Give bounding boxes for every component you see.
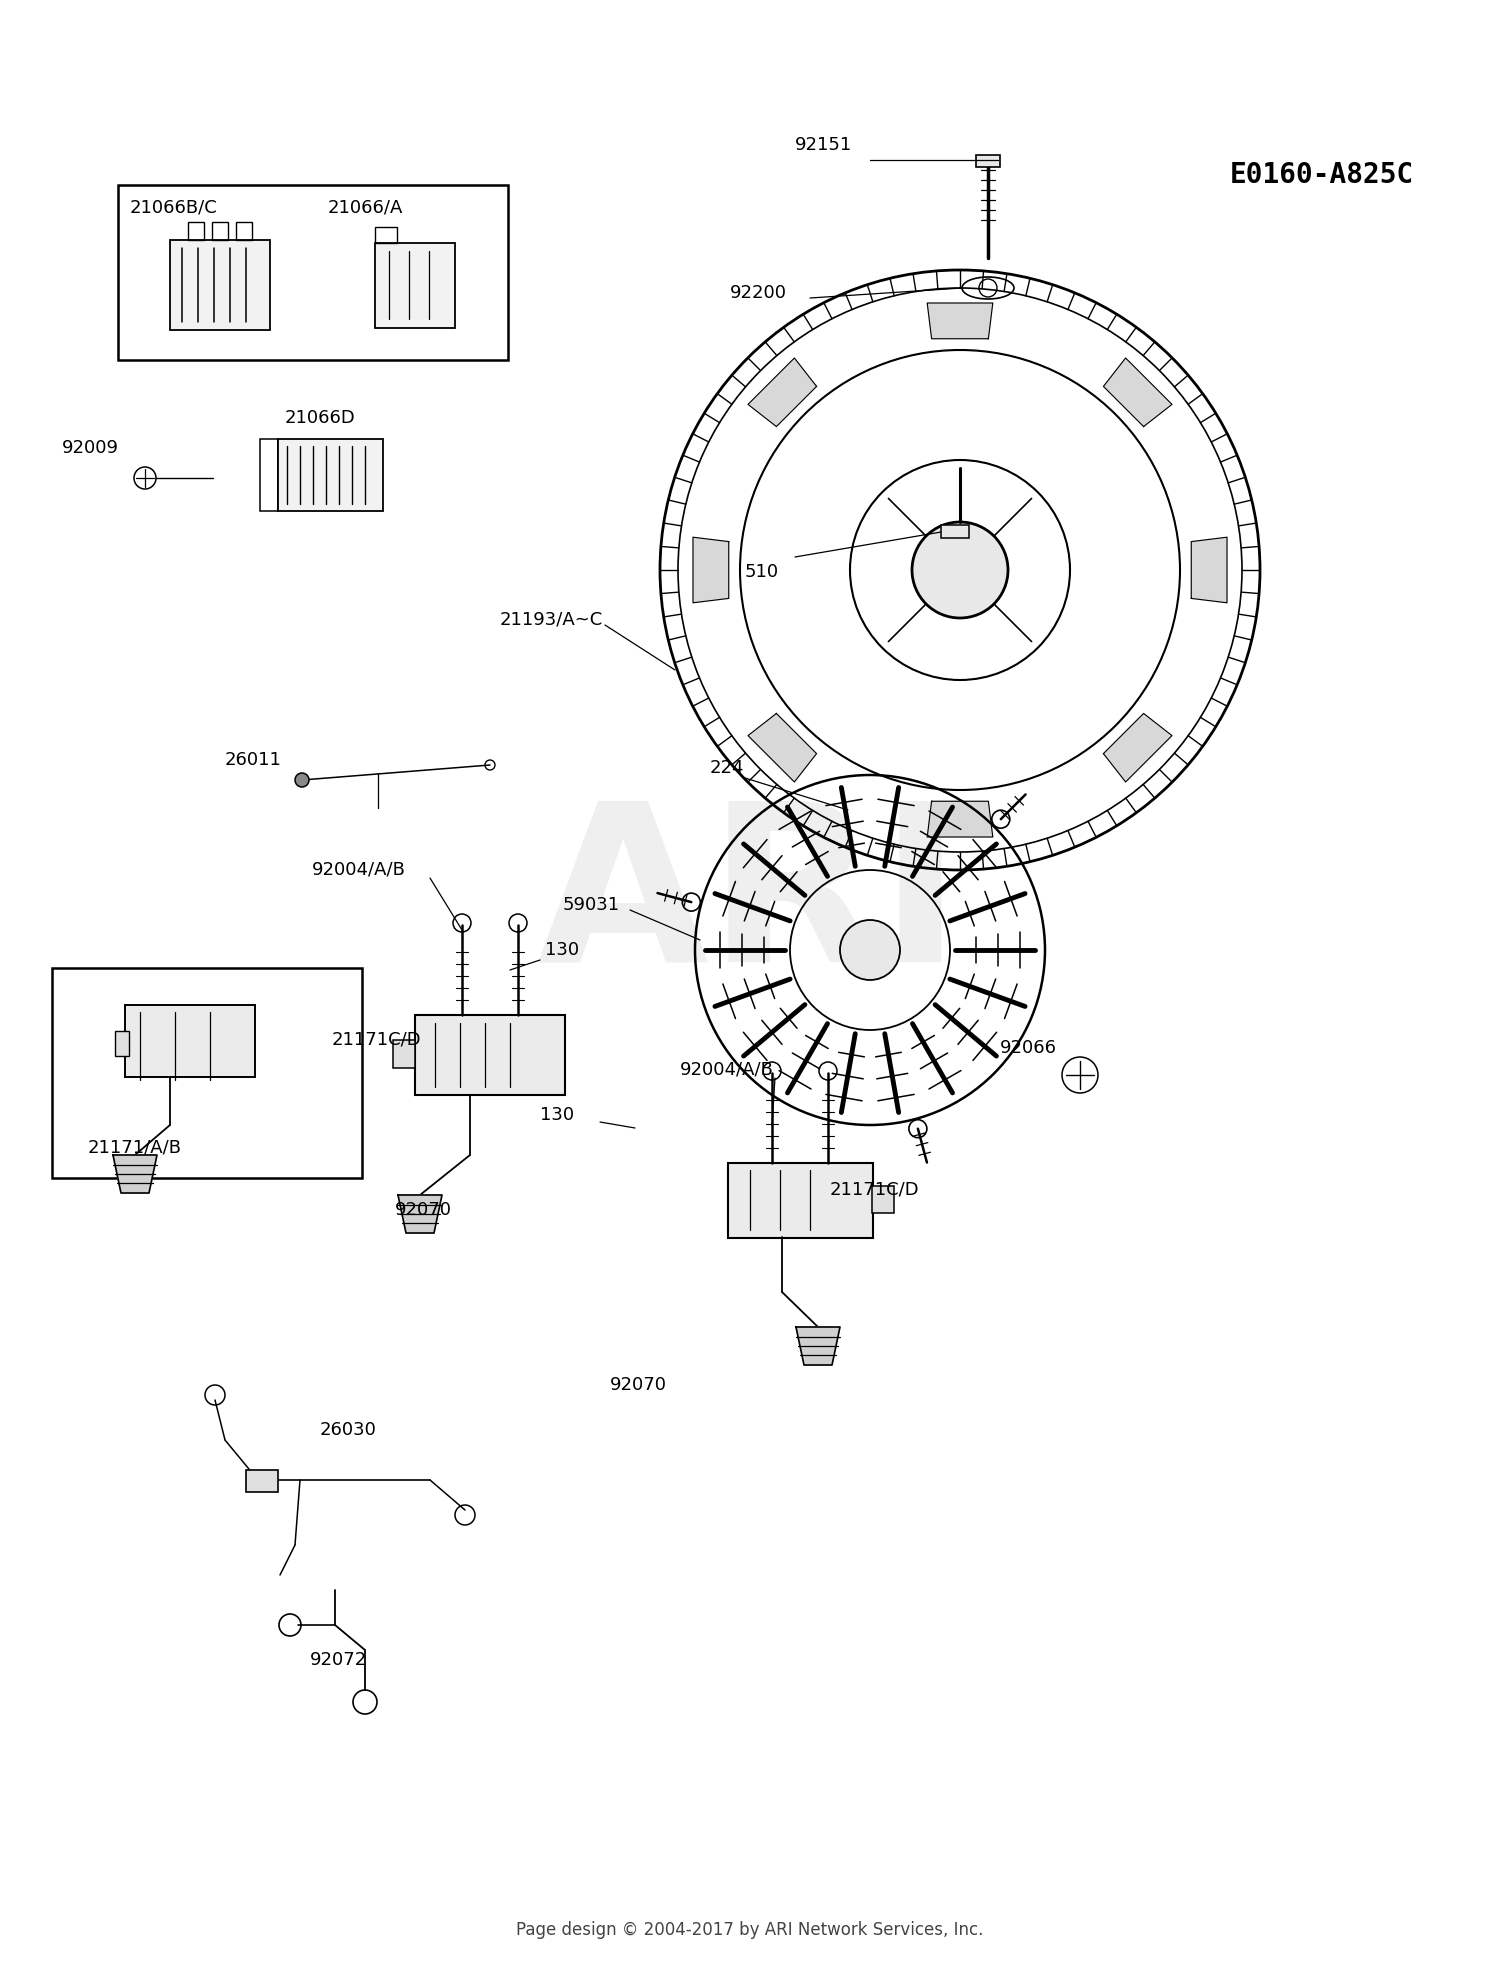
Circle shape bbox=[1062, 1058, 1098, 1093]
Bar bbox=[53, 967, 362, 1177]
Bar bbox=[211, 222, 228, 239]
Text: 26030: 26030 bbox=[320, 1420, 376, 1438]
Bar bbox=[416, 1014, 566, 1095]
Text: 92066: 92066 bbox=[1000, 1040, 1058, 1058]
Text: 130: 130 bbox=[544, 942, 579, 959]
Bar bbox=[246, 1470, 278, 1491]
Bar bbox=[260, 439, 278, 510]
Text: 92070: 92070 bbox=[394, 1201, 451, 1218]
Bar bbox=[118, 184, 508, 359]
Polygon shape bbox=[927, 302, 993, 339]
Text: 510: 510 bbox=[746, 563, 778, 581]
Text: 92004/A/B: 92004/A/B bbox=[312, 861, 407, 879]
Circle shape bbox=[912, 522, 1008, 618]
Text: 92151: 92151 bbox=[795, 135, 852, 153]
Text: 21066/A: 21066/A bbox=[328, 198, 404, 216]
Bar bbox=[124, 1005, 255, 1077]
Text: 92009: 92009 bbox=[62, 439, 118, 457]
Text: 21193/A~C: 21193/A~C bbox=[500, 610, 603, 630]
Text: 224: 224 bbox=[710, 759, 744, 777]
Bar bbox=[871, 1185, 894, 1213]
Text: Page design © 2004-2017 by ARI Network Services, Inc.: Page design © 2004-2017 by ARI Network S… bbox=[516, 1921, 984, 1938]
Bar bbox=[170, 239, 270, 330]
Circle shape bbox=[134, 467, 156, 489]
Polygon shape bbox=[693, 538, 729, 602]
Bar bbox=[976, 155, 1000, 167]
Text: 21066B/C: 21066B/C bbox=[130, 198, 218, 216]
Polygon shape bbox=[112, 1156, 158, 1193]
Polygon shape bbox=[748, 357, 816, 426]
Bar bbox=[278, 439, 382, 510]
Bar bbox=[728, 1163, 873, 1238]
Polygon shape bbox=[748, 714, 816, 783]
Text: 21171C/D: 21171C/D bbox=[332, 1030, 422, 1050]
Bar bbox=[393, 1040, 416, 1067]
Text: 21066D: 21066D bbox=[285, 408, 356, 428]
Text: 92200: 92200 bbox=[730, 284, 788, 302]
Polygon shape bbox=[1104, 714, 1172, 783]
Bar bbox=[375, 228, 398, 243]
Text: 130: 130 bbox=[540, 1107, 574, 1124]
Circle shape bbox=[840, 920, 900, 979]
Bar bbox=[375, 243, 454, 328]
Text: ARI: ARI bbox=[537, 793, 963, 1007]
Text: E0160-A825C: E0160-A825C bbox=[1230, 161, 1414, 188]
Text: 21171C/D: 21171C/D bbox=[830, 1181, 920, 1199]
Text: 92072: 92072 bbox=[310, 1650, 368, 1670]
Text: 26011: 26011 bbox=[225, 751, 282, 769]
Circle shape bbox=[296, 773, 309, 787]
Text: 92070: 92070 bbox=[610, 1375, 668, 1393]
Bar bbox=[188, 222, 204, 239]
Text: 92004/A/B: 92004/A/B bbox=[680, 1061, 774, 1079]
Bar bbox=[940, 526, 969, 538]
Polygon shape bbox=[398, 1195, 442, 1232]
Bar bbox=[236, 222, 252, 239]
Polygon shape bbox=[1104, 357, 1172, 426]
Polygon shape bbox=[1191, 538, 1227, 602]
Text: 59031: 59031 bbox=[562, 897, 620, 914]
Text: 21171/A/B: 21171/A/B bbox=[88, 1140, 182, 1158]
Polygon shape bbox=[796, 1326, 840, 1366]
Bar bbox=[116, 1030, 129, 1056]
Polygon shape bbox=[927, 800, 993, 838]
